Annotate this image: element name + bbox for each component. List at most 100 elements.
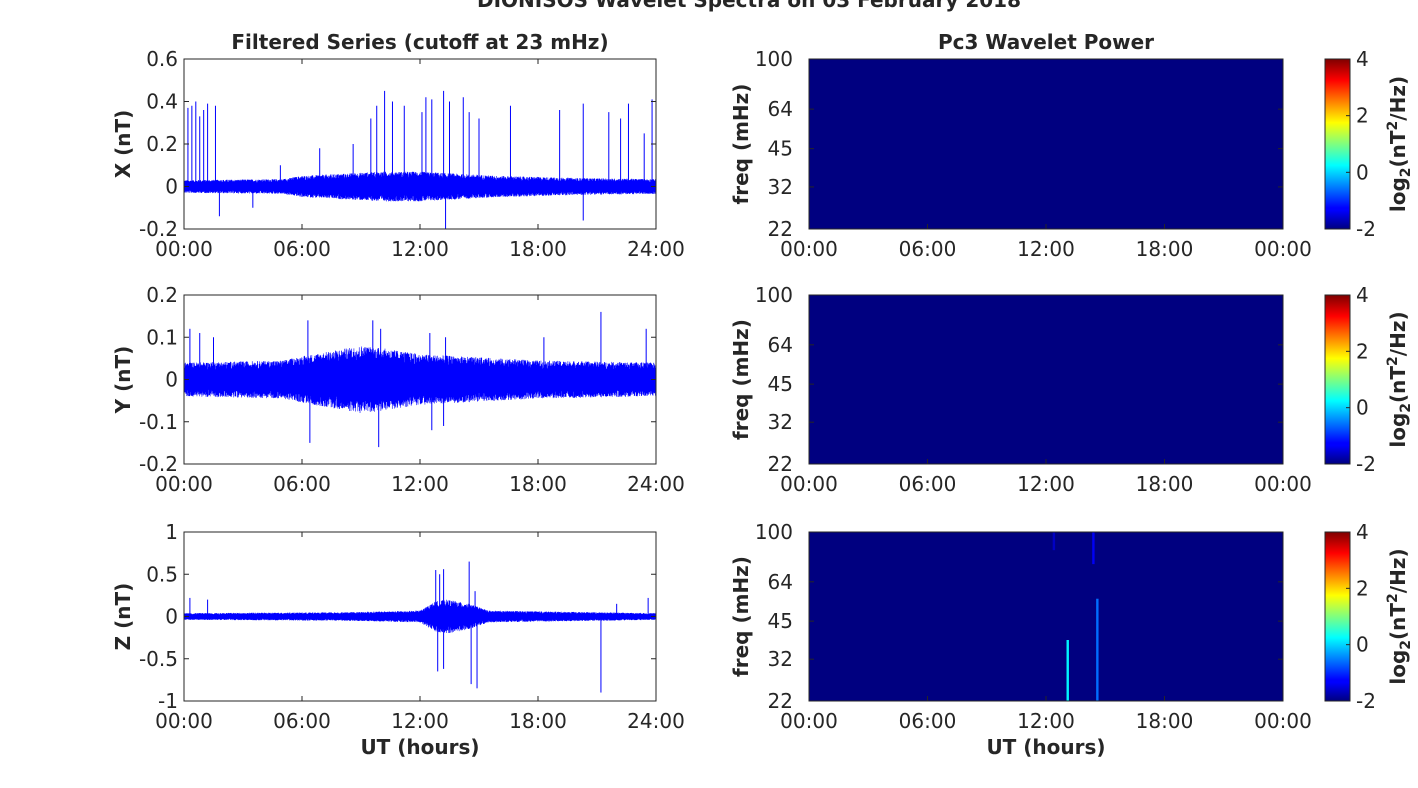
panel-title: Filtered Series (cutoff at 23 mHz) bbox=[231, 30, 608, 54]
series-panel-filtered-x: -0.2 0 0.2 0.4 0.6 00:00 06:00 12:00 18:00 24:00 X… bbox=[111, 30, 685, 261]
series-panel-filtered-z: -1 -0.5 0 0.5 1 00:00 06:00 12:00 18:00 24:00 Z (n… bbox=[111, 520, 685, 759]
colorbar-tick-label: 4 bbox=[1356, 47, 1369, 71]
y-tick-label: 0.2 bbox=[146, 283, 178, 307]
y-tick-label: 0.6 bbox=[146, 47, 178, 71]
x-tick-label: 18:00 bbox=[509, 709, 567, 733]
colorbar-gradient bbox=[1324, 294, 1351, 465]
x-tick-label: 00:00 bbox=[155, 237, 213, 261]
y-tick-label: 0.5 bbox=[146, 562, 178, 586]
colorbar: 4 2 0 -2 log2(nT2/Hz) bbox=[1324, 520, 1414, 713]
series-line-filtered-x bbox=[183, 171, 657, 202]
colorbar-tick-label: -2 bbox=[1356, 689, 1376, 713]
x-tick-label: 06:00 bbox=[899, 472, 957, 496]
colorbar-tick-label: 0 bbox=[1356, 396, 1369, 420]
x-tick-label: 24:00 bbox=[627, 709, 685, 733]
x-tick-label: 12:00 bbox=[1017, 472, 1075, 496]
y-tick-label: 0.1 bbox=[146, 325, 178, 349]
x-tick-label: 06:00 bbox=[899, 237, 957, 261]
x-tick-label: 00:00 bbox=[780, 237, 838, 261]
x-tick-label: 12:00 bbox=[1017, 237, 1075, 261]
y-tick-label: -1 bbox=[158, 689, 178, 713]
x-tick-label: 12:00 bbox=[391, 709, 449, 733]
y-tick-label: -0.2 bbox=[139, 217, 178, 241]
colorbar-tick-label: 0 bbox=[1356, 633, 1369, 657]
y-tick-label: 45 bbox=[768, 609, 793, 633]
colorbar-label: log2(nT2/Hz) bbox=[1385, 76, 1414, 212]
y-tick-label: 22 bbox=[768, 452, 793, 476]
x-axis-label: UT (hours) bbox=[360, 735, 479, 759]
x-tick-label: 24:00 bbox=[627, 237, 685, 261]
y-axis-label: freq (mHz) bbox=[729, 84, 753, 205]
x-tick-label: 12:00 bbox=[391, 472, 449, 496]
x-tick-label: 00:00 bbox=[1254, 472, 1312, 496]
x-tick-label: 12:00 bbox=[391, 237, 449, 261]
y-tick-label: 100 bbox=[755, 47, 793, 71]
x-tick-label: 06:00 bbox=[899, 709, 957, 733]
x-tick-label: 18:00 bbox=[1136, 709, 1194, 733]
power-feature-2 bbox=[1092, 532, 1095, 565]
colorbar-tick-label: -2 bbox=[1356, 217, 1376, 241]
x-tick-label: 18:00 bbox=[1136, 472, 1194, 496]
x-tick-label: 12:00 bbox=[1017, 709, 1075, 733]
colorbar-tick-label: 2 bbox=[1356, 104, 1369, 128]
x-tick-label: 00:00 bbox=[1254, 709, 1312, 733]
y-axis-label: Y (nT) bbox=[111, 346, 135, 415]
colorbar: 4 2 0 -2 log2(nT2/Hz) bbox=[1324, 47, 1414, 241]
y-tick-label: 32 bbox=[768, 175, 793, 199]
axes-frame-filtered-x bbox=[183, 58, 657, 230]
series-line-filtered-y bbox=[183, 346, 657, 413]
y-tick-label: 100 bbox=[755, 283, 793, 307]
colorbar-label: log2(nT2/Hz) bbox=[1385, 311, 1414, 447]
x-tick-label: 18:00 bbox=[509, 237, 567, 261]
y-tick-label: 100 bbox=[755, 520, 793, 544]
colorbar-tick-label: 2 bbox=[1356, 339, 1369, 363]
y-tick-label: 64 bbox=[768, 570, 793, 594]
y-tick-label: 45 bbox=[768, 137, 793, 161]
figure-title: DIONISOS Wavelet Spectra on 03 February … bbox=[477, 0, 1021, 12]
x-tick-label: 18:00 bbox=[509, 472, 567, 496]
x-tick-label: 00:00 bbox=[780, 472, 838, 496]
x-tick-label: 00:00 bbox=[155, 709, 213, 733]
y-tick-label: 64 bbox=[768, 97, 793, 121]
power-background bbox=[809, 295, 1283, 464]
x-tick-label: 06:00 bbox=[273, 237, 331, 261]
y-tick-label: -0.5 bbox=[139, 647, 178, 671]
x-tick-label: 24:00 bbox=[627, 472, 685, 496]
y-tick-label: 0 bbox=[165, 175, 178, 199]
y-tick-label: 0.2 bbox=[146, 132, 178, 156]
x-tick-label: 06:00 bbox=[273, 709, 331, 733]
colorbar-tick-label: 0 bbox=[1356, 160, 1369, 184]
y-tick-label: 0 bbox=[165, 368, 178, 392]
y-tick-label: -0.1 bbox=[139, 410, 178, 434]
x-tick-label: 00:00 bbox=[780, 709, 838, 733]
colorbar-tick-label: -2 bbox=[1356, 452, 1376, 476]
x-axis-label: UT (hours) bbox=[986, 735, 1105, 759]
power-background bbox=[809, 532, 1283, 701]
y-tick-label: 0.4 bbox=[146, 90, 178, 114]
colorbar-tick-label: 4 bbox=[1356, 520, 1369, 544]
y-tick-label: 22 bbox=[768, 689, 793, 713]
colorbar: 4 2 0 -2 log2(nT2/Hz) bbox=[1324, 283, 1414, 476]
y-tick-label: 22 bbox=[768, 217, 793, 241]
panel-title: Pc3 Wavelet Power bbox=[938, 30, 1154, 54]
panels: -0.2 0 0.2 0.4 0.6 00:00 06:00 12:00 18:00 24:00 X… bbox=[111, 30, 1414, 759]
colorbar-gradient bbox=[1324, 58, 1351, 230]
y-axis-label: freq (mHz) bbox=[729, 319, 753, 440]
colorbar-label: log2(nT2/Hz) bbox=[1385, 548, 1414, 684]
y-axis-label: X (nT) bbox=[111, 110, 135, 179]
colorbar-tick-label: 4 bbox=[1356, 283, 1369, 307]
y-tick-label: 1 bbox=[165, 520, 178, 544]
power-feature-0 bbox=[1066, 639, 1069, 701]
series-panel-filtered-y: -0.2 -0.1 0 0.1 0.2 00:00 06:00 12:00 18:00 24:00… bbox=[111, 283, 685, 496]
x-tick-label: 06:00 bbox=[273, 472, 331, 496]
power-feature-1 bbox=[1096, 598, 1099, 701]
x-tick-label: 00:00 bbox=[155, 472, 213, 496]
y-tick-label: 32 bbox=[768, 647, 793, 671]
y-tick-label: 32 bbox=[768, 410, 793, 434]
y-tick-label: -0.2 bbox=[139, 452, 178, 476]
colorbar-tick-label: 2 bbox=[1356, 576, 1369, 600]
